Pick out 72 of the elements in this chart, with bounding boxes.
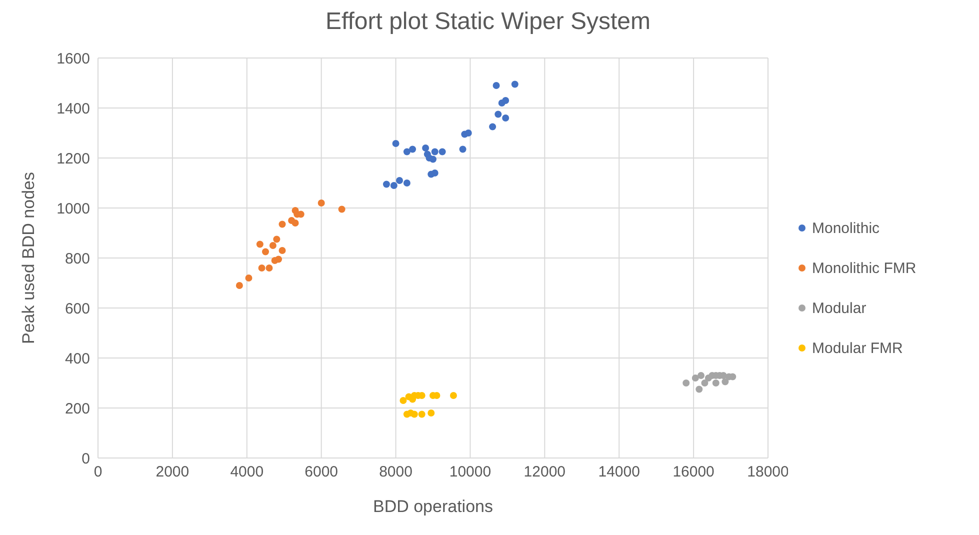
point <box>722 378 729 386</box>
point <box>450 392 457 399</box>
y-tick-label: 1000 <box>56 200 90 218</box>
point <box>338 206 346 213</box>
point <box>266 264 273 272</box>
point <box>494 110 502 118</box>
point <box>409 146 416 153</box>
point <box>712 380 720 386</box>
point <box>502 97 510 104</box>
point <box>275 256 282 263</box>
y-tick-label: 800 <box>64 250 90 268</box>
x-tick-label: 10000 <box>449 464 492 481</box>
x-tick-label: 16000 <box>672 464 714 481</box>
point <box>428 410 435 416</box>
y-tick-label: 200 <box>64 400 90 418</box>
point <box>511 80 518 88</box>
point <box>489 123 496 130</box>
point <box>382 180 390 188</box>
point <box>318 200 325 206</box>
point <box>464 130 472 136</box>
point <box>430 156 436 163</box>
y-tick-label: 0 <box>82 450 90 468</box>
y-axis-title: Peak used BDD nodes <box>19 172 38 344</box>
point <box>403 180 410 186</box>
point <box>701 380 708 386</box>
legend-label: Modular <box>812 300 866 316</box>
y-tick-label: 400 <box>64 350 90 368</box>
point <box>403 148 410 156</box>
point <box>278 247 286 254</box>
x-tick-label: 2000 <box>156 464 190 481</box>
point <box>400 397 407 404</box>
point <box>392 140 400 147</box>
point <box>431 148 438 156</box>
x-axis-title: BDD operations <box>372 497 494 516</box>
point <box>422 144 430 152</box>
point <box>459 146 466 153</box>
x-tick-label: 6000 <box>304 464 338 481</box>
x-tick-label: 12000 <box>524 464 566 481</box>
legend-label: Monolithic <box>812 220 880 236</box>
x-tick-label: 18000 <box>747 464 789 481</box>
point <box>245 274 252 282</box>
point <box>256 240 264 248</box>
legend-label: Modular FMR <box>812 340 903 356</box>
point <box>269 242 276 249</box>
point <box>692 374 699 382</box>
point <box>278 220 286 228</box>
point <box>292 220 299 226</box>
x-tick-label: 14000 <box>598 464 640 481</box>
x-tick-label: 8000 <box>379 464 412 481</box>
point <box>258 264 266 272</box>
point <box>262 248 269 256</box>
point <box>273 236 280 243</box>
chart-title: Effort plot Static Wiper System <box>324 8 652 37</box>
point <box>396 177 403 184</box>
y-tick-label: 600 <box>64 300 90 318</box>
point <box>696 386 703 393</box>
y-tick-label: 1400 <box>56 100 90 118</box>
point <box>431 170 438 176</box>
point <box>682 380 690 386</box>
x-tick-label: 0 <box>94 464 102 481</box>
point <box>438 148 446 156</box>
legend-label: Monolithic FMR <box>812 260 916 276</box>
y-tick-label: 1200 <box>56 150 90 168</box>
point <box>698 372 704 379</box>
point <box>236 282 243 289</box>
y-tick-label: 1600 <box>56 50 90 68</box>
point <box>502 114 510 122</box>
point <box>410 410 418 418</box>
x-tick-label: 4000 <box>230 464 264 481</box>
point <box>390 182 398 189</box>
point <box>418 410 426 418</box>
point <box>492 82 500 89</box>
